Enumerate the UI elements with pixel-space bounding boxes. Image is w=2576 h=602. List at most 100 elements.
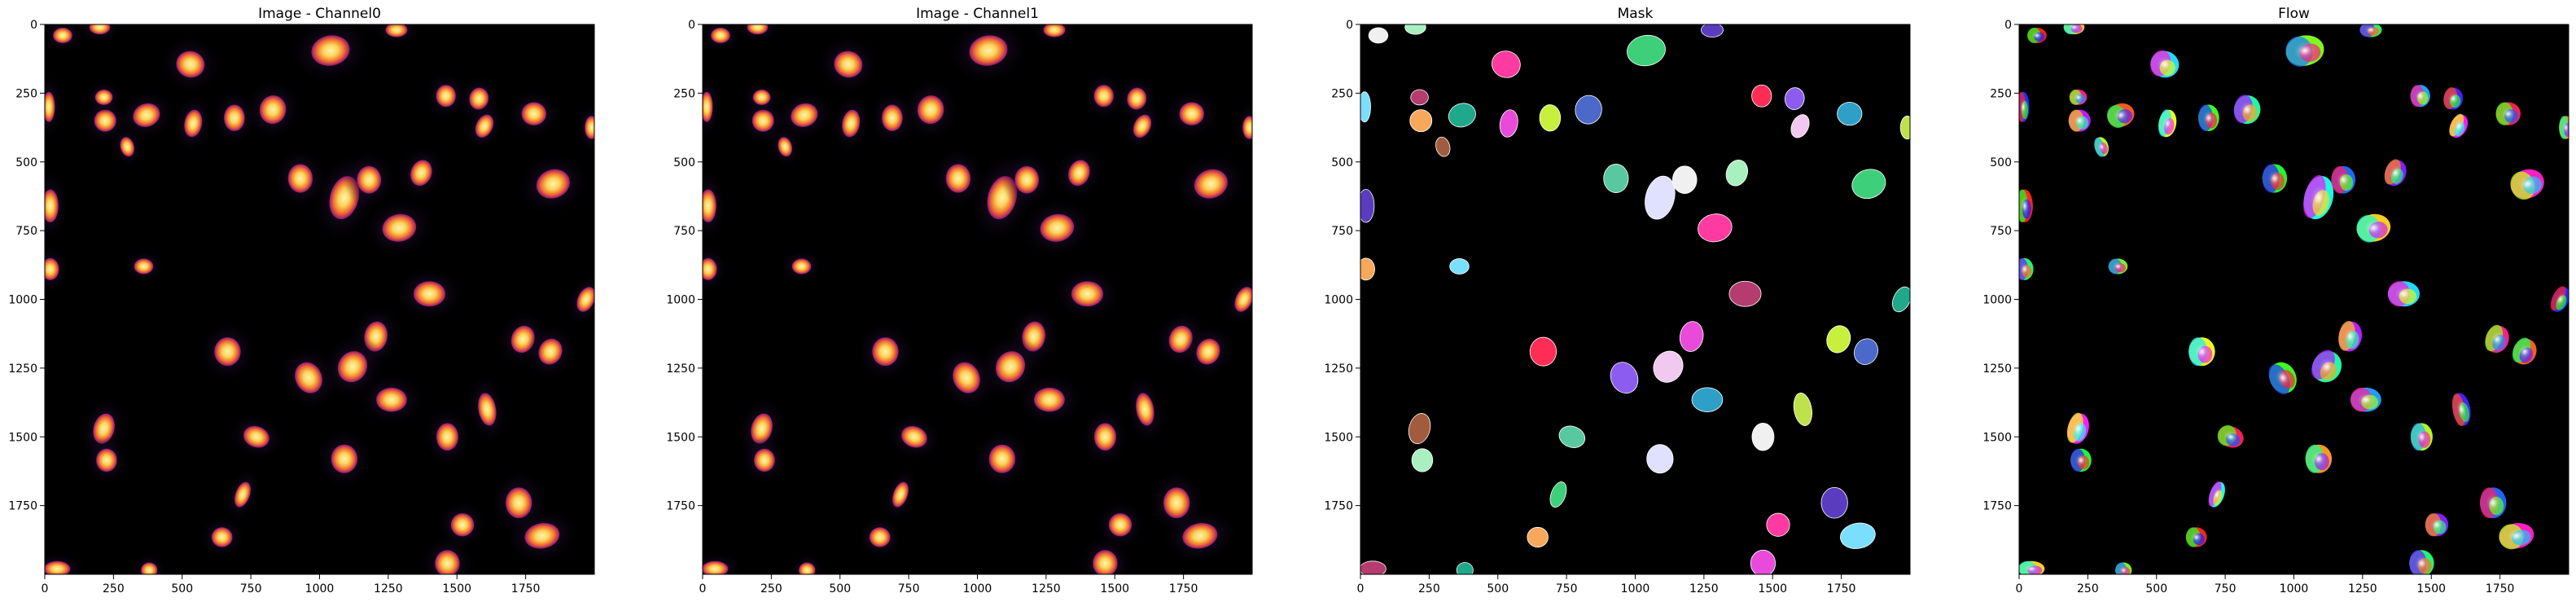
mask-region <box>1603 164 1629 193</box>
nucleus <box>1093 423 1116 451</box>
nucleus <box>224 104 245 131</box>
mask-region <box>1456 562 1474 574</box>
x-tick-label: 500 <box>829 582 851 595</box>
nucleus <box>703 257 717 280</box>
nucleus <box>133 103 160 127</box>
nucleus <box>184 109 203 138</box>
mask-region <box>1679 321 1704 352</box>
y-tick-label: 250 <box>15 87 37 100</box>
flow-center <box>2555 292 2566 306</box>
mask-region <box>1653 350 1684 383</box>
x-tick-label: 1250 <box>2348 582 2377 595</box>
y-tick-label: 0 <box>2004 19 2012 32</box>
mask-region <box>1701 24 1724 37</box>
flow-center <box>2319 358 2335 376</box>
mask-region <box>1784 87 1805 110</box>
nucleus <box>752 89 771 105</box>
mask-region <box>1360 189 1375 223</box>
flow-center <box>2202 110 2215 125</box>
x-tick-label: 1250 <box>1689 582 1719 595</box>
cell-layer <box>2019 24 2569 574</box>
x-tick-label: 1750 <box>1827 582 1856 595</box>
mask-region <box>1725 160 1749 187</box>
nucleus <box>751 109 774 132</box>
mask-region <box>1837 102 1863 126</box>
x-tick-label: 1250 <box>1032 582 1061 595</box>
flow-center <box>2194 343 2210 360</box>
nucleus <box>120 137 134 157</box>
x-tick-label: 1500 <box>2416 582 2446 595</box>
x-tick-label: 250 <box>2077 582 2099 595</box>
x-tick-label: 1500 <box>1758 582 1787 595</box>
nucleus <box>450 513 475 537</box>
nucleus <box>1234 287 1252 312</box>
flow-center <box>2416 428 2428 445</box>
nucleus <box>1093 550 1118 574</box>
panel-channel1: Image - Channel1 0 250 500 750 1000 1250 1500 17… <box>666 6 1253 595</box>
flow-center <box>2073 114 2086 127</box>
nucleus <box>287 164 313 193</box>
y-tick-label: 500 <box>15 156 37 169</box>
y-tick-label: 1500 <box>1324 431 1353 444</box>
y-tick-label: 1750 <box>1324 500 1353 513</box>
flow-center <box>2223 430 2238 443</box>
nucleus <box>385 24 408 37</box>
nucleus <box>536 169 570 199</box>
nucleus <box>45 560 71 574</box>
nucleus <box>703 189 716 222</box>
mask-region <box>1411 448 1434 472</box>
mask-region <box>1539 104 1562 132</box>
nucleus <box>791 103 818 127</box>
mask-region <box>1826 325 1851 354</box>
nucleus <box>945 164 971 193</box>
x-tick-label: 500 <box>171 582 193 595</box>
flow-center <box>2364 25 2377 34</box>
flow-center <box>2073 93 2083 102</box>
flow-center <box>2501 107 2516 121</box>
nucleus <box>295 362 322 393</box>
y-tick-label: 1000 <box>1982 294 2012 307</box>
flow-center <box>2097 141 2106 152</box>
y-tick-label: 1750 <box>8 500 37 513</box>
flow-center <box>2390 165 2402 180</box>
nucleus <box>842 109 861 138</box>
cell-layer <box>1360 24 1910 574</box>
y-tick-label: 500 <box>1990 156 2012 169</box>
mask-region <box>1360 257 1375 281</box>
flow-center <box>2113 108 2128 122</box>
mask-region <box>1854 338 1878 365</box>
nucleus <box>376 387 407 412</box>
nucleus <box>576 287 594 312</box>
mask-region <box>1728 280 1762 307</box>
nucleus <box>988 444 1016 473</box>
nucleus <box>311 35 350 66</box>
nucleus <box>96 448 117 472</box>
mask-region <box>1492 51 1521 78</box>
x-tick-label: 0 <box>2016 582 2023 595</box>
mask-region <box>1610 362 1639 394</box>
nucleus <box>1196 338 1220 365</box>
flow-center <box>2430 518 2443 532</box>
y-tick-label: 1500 <box>8 431 37 444</box>
nucleus <box>234 481 251 508</box>
nucleus <box>475 114 494 138</box>
nucleus <box>538 338 563 365</box>
flow-center <box>2240 101 2255 118</box>
flow-center <box>2456 400 2467 419</box>
flow-center <box>2364 220 2383 236</box>
panel-flow: Flow 0 250 500 750 1000 1250 1500 1750 0 250 500 750… <box>1982 6 2569 595</box>
y-tick-label: 1000 <box>666 294 695 307</box>
flow-center <box>2024 565 2039 573</box>
flow-center <box>2517 344 2532 359</box>
nucleus <box>436 85 456 108</box>
x-tick-label: 1250 <box>374 582 403 595</box>
nucleus <box>176 51 205 78</box>
y-tick-label: 1250 <box>1324 363 1353 376</box>
nucleus <box>413 281 446 307</box>
y-tick-label: 1500 <box>1982 431 2012 444</box>
mask-region <box>1449 258 1470 275</box>
flow-center <box>2486 494 2501 512</box>
nucleus <box>331 444 358 473</box>
mask-region <box>1435 136 1451 157</box>
